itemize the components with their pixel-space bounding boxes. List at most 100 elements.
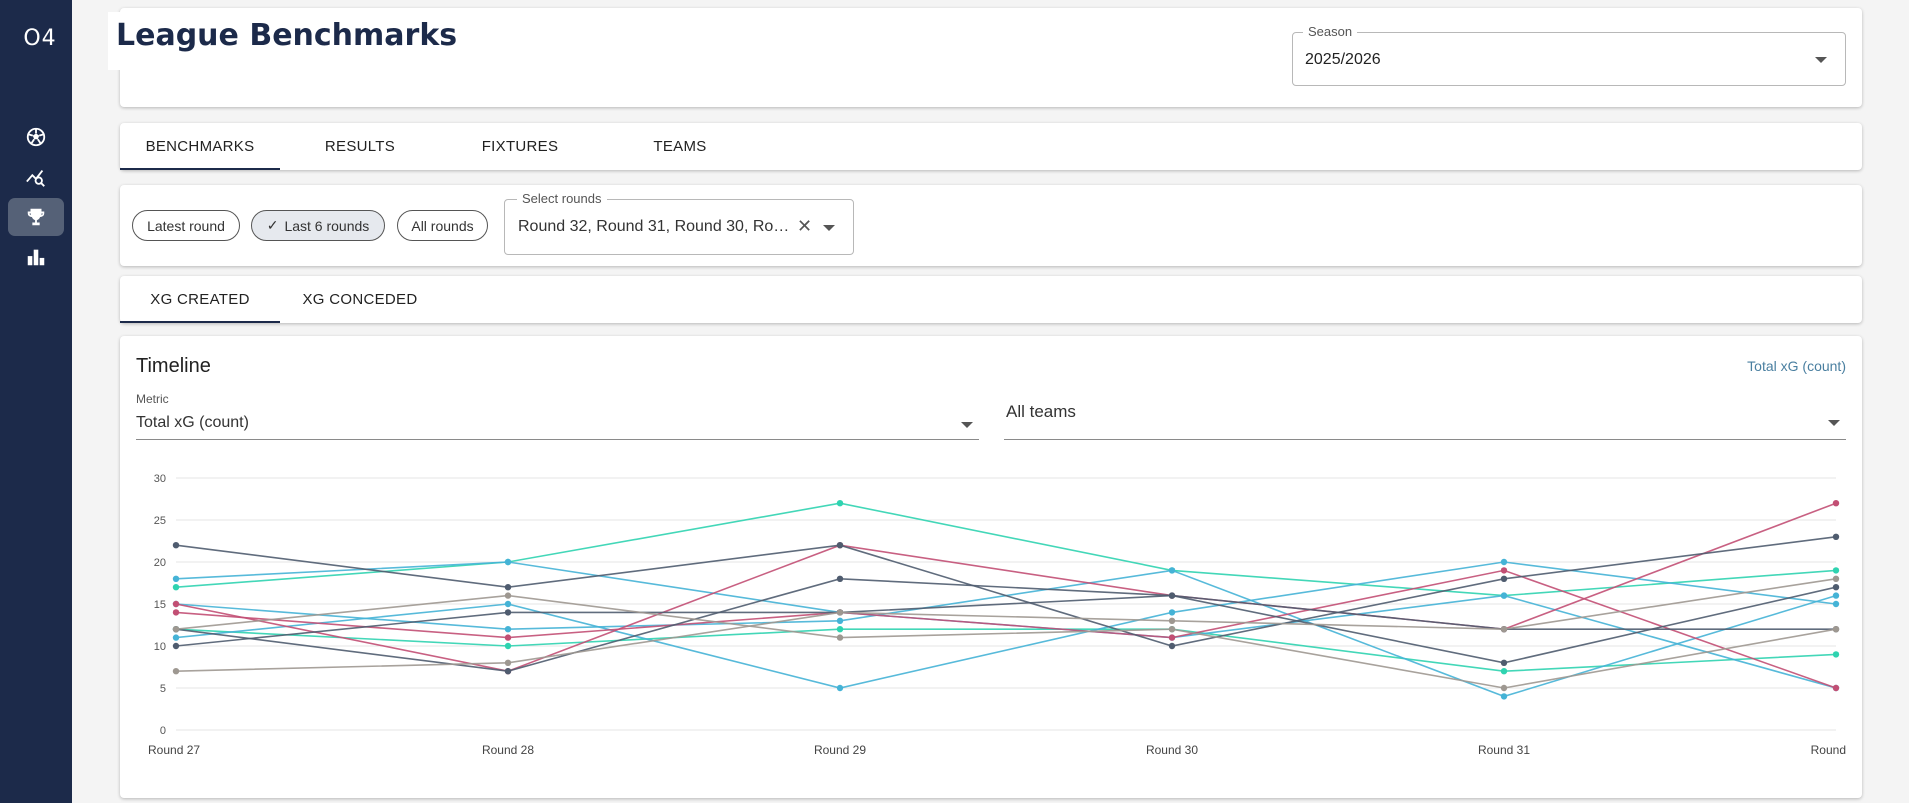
x-tick-label: Round (1811, 743, 1846, 757)
data-point (836, 609, 844, 616)
data-point (172, 600, 180, 608)
data-point (836, 634, 844, 641)
app-logo: O4 (23, 26, 57, 51)
tab-xg-created[interactable]: XG CREATED (120, 276, 280, 323)
sidebar-item-benchmarks[interactable] (8, 198, 64, 236)
data-point (1500, 592, 1508, 599)
series-line (175, 561, 1837, 689)
y-tick-label: 15 (154, 599, 166, 611)
y-tick-label: 25 (154, 515, 166, 527)
data-point (172, 584, 180, 591)
data-point (1832, 584, 1840, 591)
data-point (1500, 567, 1508, 574)
data-point (836, 542, 844, 549)
series-line (175, 628, 1837, 673)
trophy-icon (27, 208, 45, 226)
data-point (1832, 567, 1840, 574)
x-tick-label: Round 30 (1146, 743, 1198, 757)
metric-label: Metric (136, 392, 169, 406)
x-tick-label: Round 27 (148, 743, 200, 757)
timeline-title: Timeline (136, 355, 211, 377)
sidebar-item-analysis[interactable] (8, 158, 64, 196)
data-point (172, 542, 180, 549)
close-icon[interactable]: ✕ (797, 216, 813, 236)
series-line (175, 586, 1837, 664)
bar-chart-icon (27, 249, 45, 266)
chevron-down-icon (961, 422, 973, 428)
sidebar: O4 (0, 0, 72, 803)
tab-benchmarks[interactable]: BENCHMARKS (120, 123, 280, 170)
data-point (1168, 626, 1176, 633)
chevron-down-icon[interactable] (823, 225, 835, 231)
sidebar-item-stats[interactable] (8, 238, 64, 276)
sidebar-item-matches[interactable] (8, 118, 64, 156)
series-line (175, 594, 1837, 689)
x-tick-label: Round 29 (814, 743, 866, 757)
rounds-label: Select rounds (517, 191, 607, 206)
chevron-down-icon (1815, 57, 1827, 63)
data-point (504, 600, 512, 608)
data-point (1832, 600, 1840, 608)
y-tick-label: 5 (160, 683, 166, 695)
main-tabs: BENCHMARKS RESULTS FIXTURES TEAMS (120, 123, 1862, 170)
chip-label: Latest round (147, 217, 225, 234)
soccer-ball-icon (26, 127, 46, 147)
data-point (1500, 668, 1508, 675)
y-tick-label: 20 (154, 557, 166, 569)
tab-fixtures[interactable]: FIXTURES (481, 138, 559, 155)
data-point (504, 558, 512, 566)
data-point (504, 592, 512, 599)
data-point (1832, 651, 1840, 658)
data-point (1168, 609, 1176, 616)
chip-latest-round[interactable]: Latest round (132, 210, 240, 241)
x-tick-label: Round 28 (482, 743, 534, 757)
tab-xg-conceded[interactable]: XG CONCEDED (302, 291, 418, 308)
data-point (1168, 617, 1176, 624)
series-line (175, 578, 1837, 672)
season-label: Season (1303, 24, 1358, 39)
data-point (504, 634, 512, 641)
chevron-down-icon (1828, 420, 1840, 426)
page-title: League Benchmarks (108, 12, 466, 70)
data-point (172, 575, 180, 582)
tab-teams[interactable]: TEAMS (653, 138, 707, 155)
data-point (1168, 642, 1176, 650)
chip-all-rounds[interactable]: All rounds (397, 210, 488, 241)
data-point (1500, 684, 1508, 692)
rounds-select[interactable]: Select rounds Round 32, Round 31, Round … (504, 191, 854, 255)
data-point (1832, 626, 1840, 633)
x-tick-label: Round 31 (1478, 743, 1530, 757)
data-point (836, 626, 844, 633)
metric-link[interactable]: Total xG (count) (1747, 358, 1846, 374)
data-point (504, 626, 512, 633)
data-point (1832, 684, 1840, 692)
data-point (836, 575, 844, 582)
series-line (175, 536, 1837, 647)
metric-value: Total xG (count) (136, 414, 249, 431)
data-point (172, 626, 180, 633)
data-point (1832, 533, 1840, 540)
data-point (504, 642, 512, 650)
chip-last-6-rounds[interactable]: ✓ Last 6 rounds (251, 210, 385, 241)
data-point (1500, 558, 1508, 566)
check-icon: ✓ (266, 217, 279, 233)
season-select[interactable]: Season 2025/2026 (1292, 24, 1846, 86)
data-point (1168, 592, 1176, 599)
data-point (172, 609, 180, 616)
series-line (175, 569, 1837, 689)
teams-value: All teams (1006, 402, 1076, 421)
tab-results[interactable]: RESULTS (324, 138, 396, 155)
teams-select[interactable]: All teams (1004, 398, 1846, 440)
data-point (1500, 575, 1508, 582)
data-point (1168, 634, 1176, 641)
data-point (1168, 567, 1176, 574)
y-tick-label: 0 (160, 725, 166, 737)
y-tick-label: 10 (154, 641, 166, 653)
chart-search-icon (26, 170, 45, 187)
data-point (172, 668, 180, 675)
data-point (172, 634, 180, 641)
season-value: 2025/2026 (1305, 51, 1381, 68)
data-point (504, 668, 512, 675)
metric-select[interactable]: Total xG (count) (136, 410, 979, 440)
data-point (172, 642, 180, 650)
